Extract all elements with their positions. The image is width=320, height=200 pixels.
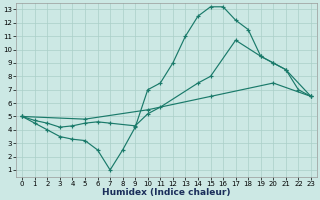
X-axis label: Humidex (Indice chaleur): Humidex (Indice chaleur) — [102, 188, 231, 197]
